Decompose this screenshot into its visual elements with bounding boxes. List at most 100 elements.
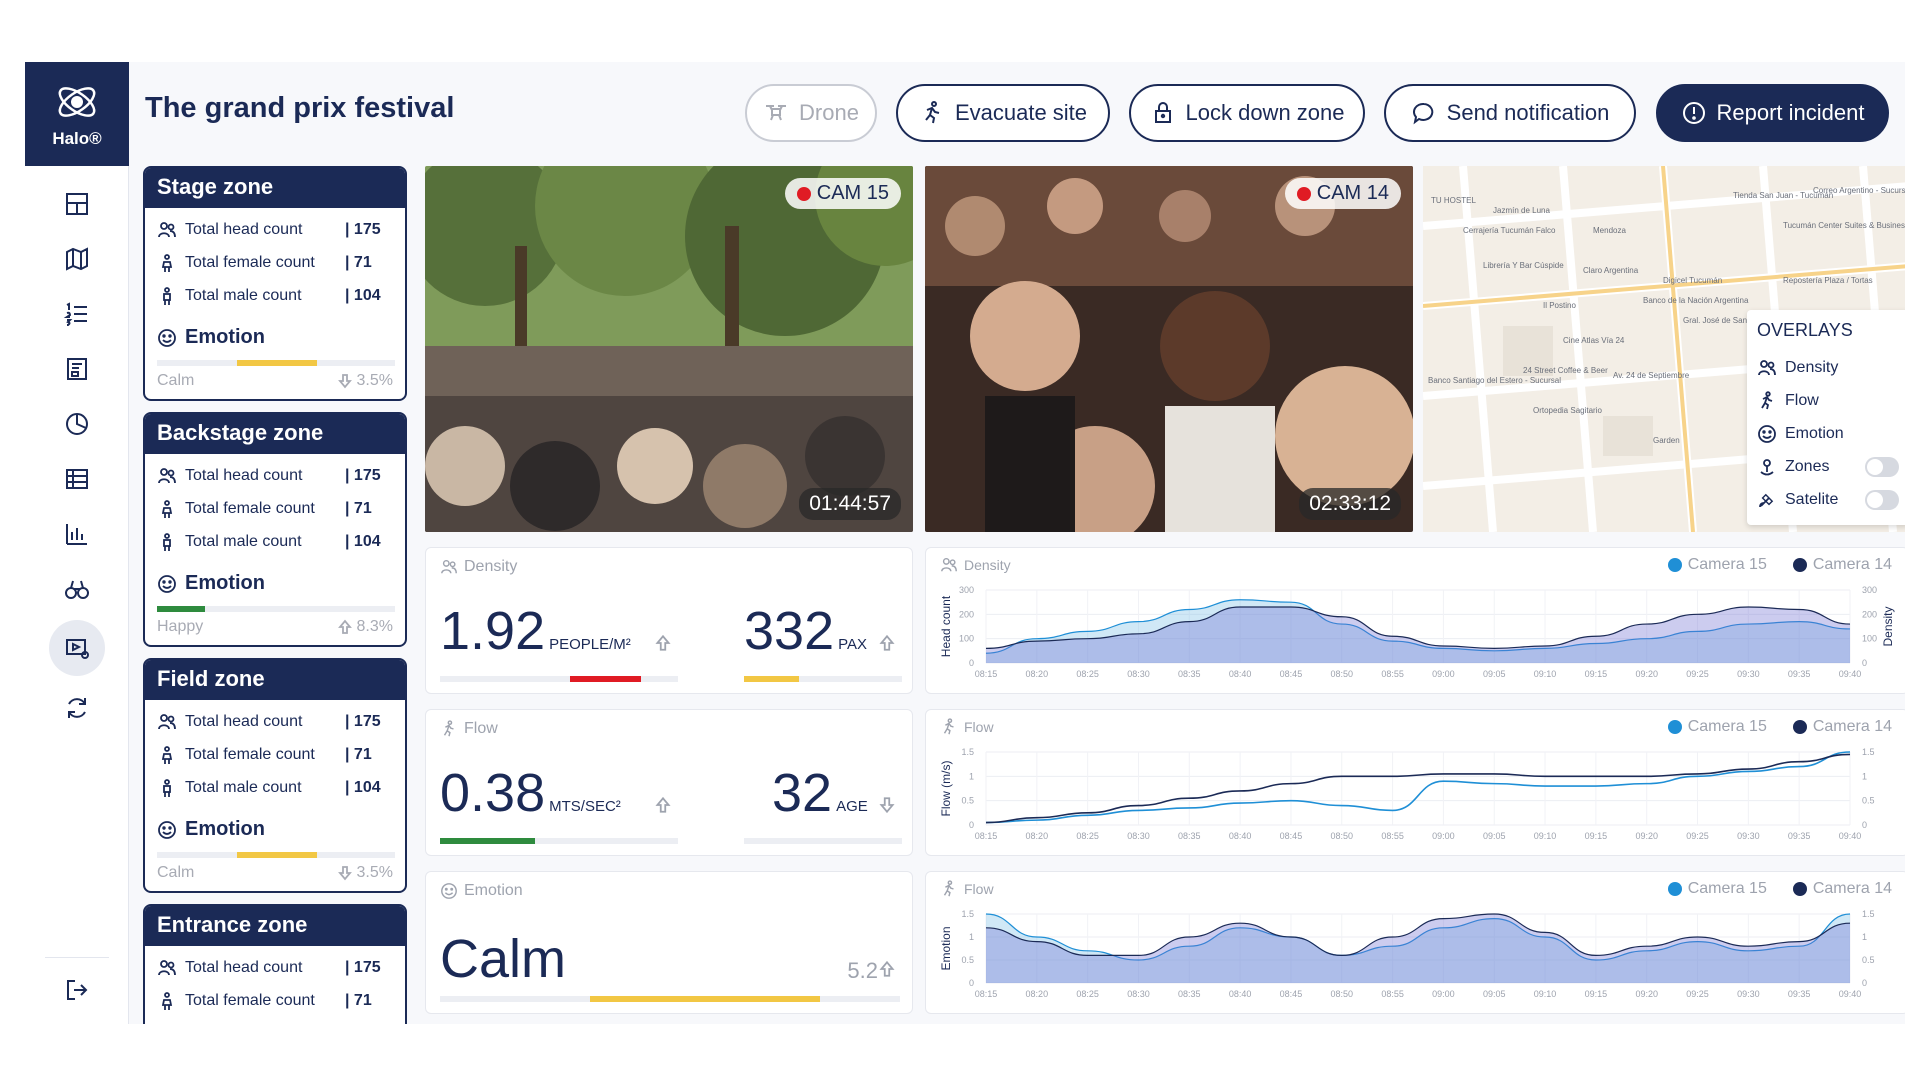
legend-camera-15[interactable]: Camera 15 [1667,718,1767,736]
overlay-label: Emotion [1785,424,1844,442]
emotion-value: Calm [440,929,567,989]
sidebar-divider [45,957,109,958]
nav-dashboard[interactable] [53,180,101,228]
x-tick-label: 09:20 [1635,831,1658,841]
overlay-emotion[interactable]: Emotion [1757,417,1899,450]
female-icon [161,992,173,1010]
chart-svg: 0 0 0.5 0.5 1 1 1.5 1.5 08:15 08:20 08:25 08:30 08:3… [939,909,1875,999]
x-tick-label: 08:55 [1381,669,1404,679]
nav-map[interactable] [53,235,101,283]
map-place-label: Garden [1653,436,1680,445]
overlay-flow[interactable]: Flow [1757,384,1899,417]
y2-tick-label: 0 [1862,978,1867,988]
nav-reports[interactable] [53,345,101,393]
male-icon [163,287,171,305]
people-icon [1758,359,1776,375]
legend-label: Camera 15 [1687,718,1767,735]
zones-toggle[interactable] [1865,456,1899,477]
age-number: 32 [772,763,833,823]
map-place-label: Librería Y Bar Cúspide [1483,261,1564,270]
nav-table[interactable] [53,455,101,503]
zone-card-entrance[interactable]: Entrance zone Total head count | 175 Tot… [143,904,407,1024]
evacuate-site-button[interactable]: Evacuate site [896,84,1110,142]
map-place-label: Gral. José de San Martín [1683,316,1772,325]
card-title-text: Flow [464,720,498,737]
report-incident-button[interactable]: Report incident [1656,84,1889,142]
male-count-row: Total male count | 104 [157,532,381,552]
overlay-density[interactable]: Density [1757,351,1899,384]
x-tick-label: 09:40 [1839,669,1862,679]
map-place-label: Repostería Plaza / Tortas [1783,276,1873,285]
emotion-mood: Calm [157,864,195,881]
camera-label: CAM 15 [816,182,889,204]
x-tick-label: 08:30 [1127,669,1150,679]
camera-badge: CAM 15 [784,178,901,209]
legend-camera-14[interactable]: Camera 14 [1792,556,1892,574]
map-place-label: 24 Street Coffee & Beer [1523,366,1608,375]
people-icon [158,714,176,730]
smile-icon [158,574,176,593]
legend-camera-15[interactable]: Camera 15 [1667,880,1767,898]
nav-camera-settings[interactable] [49,620,105,676]
card-title: Emotion [440,882,523,900]
series-line-camera-15 [985,599,1851,654]
card-title: Flow [440,720,498,738]
head-count-label: Total head count [185,959,303,976]
camera-feed-15[interactable]: CAM 15 01:44:57 [425,166,913,532]
camera-settings-icon [66,639,89,659]
series-line-camera-15 [985,913,1851,961]
legend-camera-14[interactable]: Camera 14 [1792,880,1892,898]
y2-tick-label: 0.5 [1862,955,1875,965]
map-place-label: Ortopedia Sagitario [1533,406,1602,415]
density-chart[interactable]: 0 0 100 100 200 200 300 300 08:15 08:20 08:25 08:30… [926,548,1905,695]
lock-down-zone-button[interactable]: Lock down zone [1129,84,1365,142]
app-window: Halo® [25,62,1905,1024]
send-notification-button[interactable]: Send notification [1384,84,1636,142]
x-tick-label: 08:20 [1026,669,1049,679]
legend-camera-15[interactable]: Camera 15 [1667,556,1767,574]
pax-unit: PAX [838,636,868,653]
refresh-icon [68,698,86,718]
map-place-label: Jazmín de Luna [1493,206,1550,215]
chart-legend: Camera 15 Camera 14 [1667,880,1892,898]
emotion-label: Emotion [185,818,265,840]
camera-feed-14[interactable]: CAM 14 02:33:12 [925,166,1413,532]
chart-title: Density [940,556,1011,574]
overlay-zones[interactable]: Zones [1757,450,1899,483]
emotion-chart[interactable]: 0 0 0.5 0.5 1 1 1.5 1.5 08:15 08:20 08:25 08:30 08:3… [926,872,1905,1015]
legend-camera-14[interactable]: Camera 14 [1792,718,1892,736]
y-tick-label: 1 [969,771,974,781]
dashboard-icon [66,193,88,215]
walk-icon [943,718,954,735]
card-title-text: Density [464,558,518,575]
x-tick-label: 08:25 [1076,989,1099,999]
logo[interactable]: Halo® [25,62,129,166]
zone-card-stage[interactable]: Stage zone Total head count | 175 Total … [143,166,407,401]
head-count-value: | 175 [345,713,381,730]
map-place-label: Correo Argentino - Sucursal Tucumán [1813,186,1905,195]
male-count-value: | 104 [345,533,381,550]
pax-number: 332 [744,601,835,661]
nav-surveillance[interactable] [53,565,101,613]
nav-analytics[interactable] [53,400,101,448]
female-count-value: | 71 [345,500,372,517]
walk-icon [443,720,454,737]
nav-statistics[interactable] [53,510,101,558]
legend-label: Camera 14 [1812,880,1892,897]
female-count-label: Total female count [185,746,315,763]
zone-card-backstage[interactable]: Backstage zone Total head count | 175 To… [143,412,407,647]
alert-circle-icon [1682,102,1705,124]
drone-button[interactable]: Drone [745,84,877,142]
female-icon [161,500,173,518]
nav-logout[interactable] [53,966,101,1014]
y-tick-label: 0 [969,658,974,668]
smile-icon [158,328,176,347]
flow-chart[interactable]: 0 0 0.5 0.5 1 1 1.5 1.5 08:15 08:20 08:25 08:30 08:3… [926,710,1905,857]
overlay-satelite[interactable]: Satelite [1757,483,1899,516]
nav-list[interactable] [53,290,101,338]
zone-card-field[interactable]: Field zone Total head count | 175 Total … [143,658,407,893]
satelite-toggle[interactable] [1865,489,1899,510]
emotion-score: 5.2 [847,958,878,983]
halo-logo-icon [58,87,96,117]
nav-refresh[interactable] [53,684,101,732]
